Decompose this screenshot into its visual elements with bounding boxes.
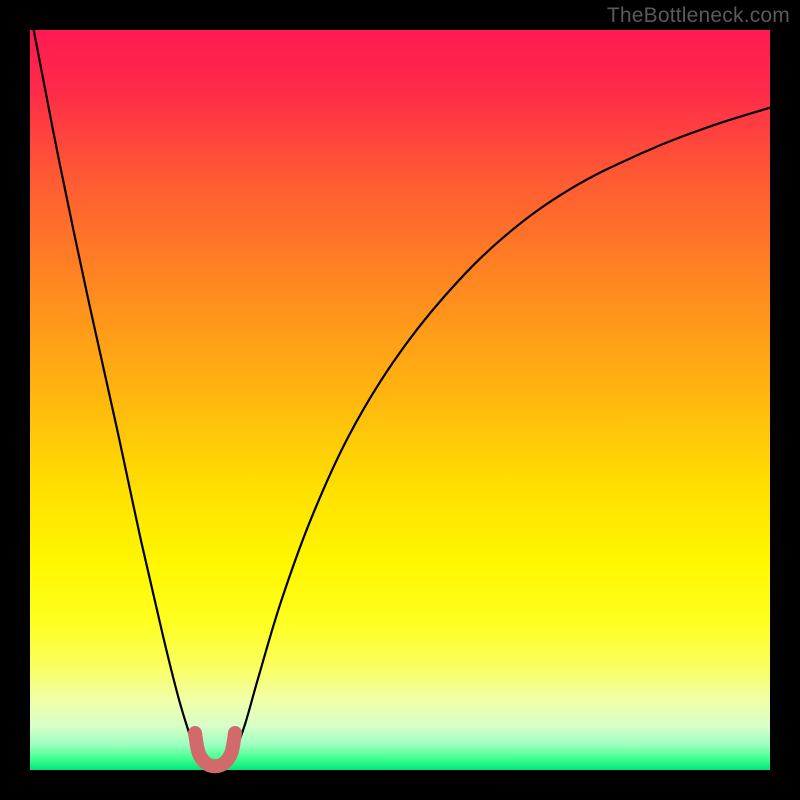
- bottleneck-chart-svg: [0, 0, 800, 800]
- plot-area: [30, 30, 770, 770]
- watermark-text: TheBottleneck.com: [607, 4, 790, 28]
- chart-container: TheBottleneck.com: [0, 0, 800, 800]
